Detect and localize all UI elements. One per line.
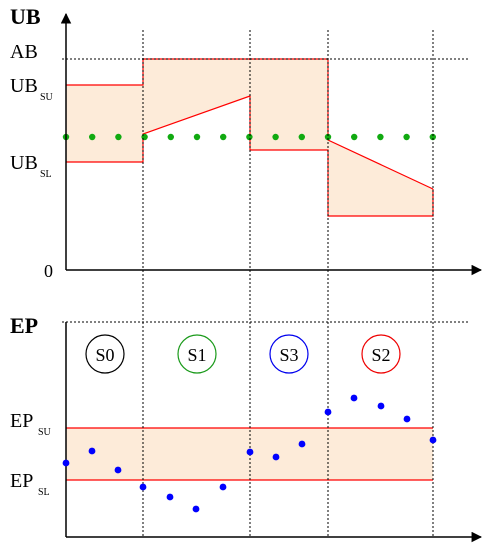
ep-sample-dot xyxy=(219,483,227,491)
ub-band-s1 xyxy=(143,59,250,134)
zero-label: 0 xyxy=(44,261,53,281)
epsu-main-text: EP xyxy=(10,410,33,432)
state-s2: S2 xyxy=(361,334,401,374)
ep-sample-dot xyxy=(88,447,96,455)
ep-sample-dot xyxy=(377,402,385,410)
state-s3: S3 xyxy=(269,334,309,374)
ep-sample-dot xyxy=(192,505,200,513)
ub-band-s3 xyxy=(250,59,328,150)
ep-sample-dot xyxy=(298,440,306,448)
ubsl-subscript: SL xyxy=(40,169,52,180)
ep-sample-dot xyxy=(166,493,174,501)
ub-band-s2 xyxy=(328,140,433,216)
state-s0: S0 xyxy=(85,334,125,374)
ubsu-subscript: SU xyxy=(40,92,54,103)
state-s1: S1 xyxy=(177,334,217,374)
green-dot xyxy=(220,133,227,141)
green-dot xyxy=(193,133,201,141)
ep-sample-points xyxy=(62,394,437,513)
state-s0-circle xyxy=(85,334,125,374)
ep-sample-dot xyxy=(324,408,332,416)
ep-sample-dot xyxy=(114,466,122,474)
ep-sample-dot xyxy=(350,394,358,402)
state-s3-circle xyxy=(269,334,309,374)
ab-label: AB xyxy=(10,41,38,63)
ep-sample-dot xyxy=(246,448,254,456)
ub-band-s0 xyxy=(66,85,143,162)
ubsu-main-text: UB xyxy=(10,75,38,97)
state-s1-label: S1 xyxy=(187,345,206,365)
state-s2-label: S2 xyxy=(371,345,390,365)
ep-sample-dot xyxy=(429,436,437,444)
green-dot xyxy=(167,133,174,141)
green-dot xyxy=(403,133,410,141)
state-s0-label: S0 xyxy=(95,345,114,365)
ep-sample-dot xyxy=(403,415,411,423)
state-s3-label: S3 xyxy=(279,345,298,365)
green-dot xyxy=(429,133,436,141)
green-dot xyxy=(246,133,253,141)
ep-sample-dot xyxy=(62,459,70,467)
green-dot xyxy=(298,133,305,141)
ub-axis-label: UB xyxy=(10,4,41,29)
epsl-main-text: EP xyxy=(10,470,33,492)
green-dot xyxy=(272,133,279,141)
epsu-subscript: SU xyxy=(38,427,52,438)
epsl-subscript: SL xyxy=(38,487,50,498)
ubsl-label: UB SL xyxy=(10,152,52,180)
ep-sample-dot xyxy=(139,483,147,491)
epsu-label: EP SU xyxy=(10,410,52,438)
ep-sample-dot xyxy=(272,453,280,461)
ubsl-main-text: UB xyxy=(10,152,38,174)
green-dot xyxy=(141,133,148,141)
ubsu-label: UB SU xyxy=(10,75,54,103)
epsl-label: EP SL xyxy=(10,470,50,498)
green-dotted-line xyxy=(62,133,436,141)
green-dot xyxy=(89,133,96,141)
state-s2-circle xyxy=(361,334,401,374)
ep-axis-label: EP xyxy=(10,313,38,338)
green-dot xyxy=(115,133,122,141)
green-dot xyxy=(377,133,384,141)
green-dot xyxy=(324,133,332,141)
green-dot xyxy=(351,133,358,141)
state-s1-circle xyxy=(177,334,217,374)
